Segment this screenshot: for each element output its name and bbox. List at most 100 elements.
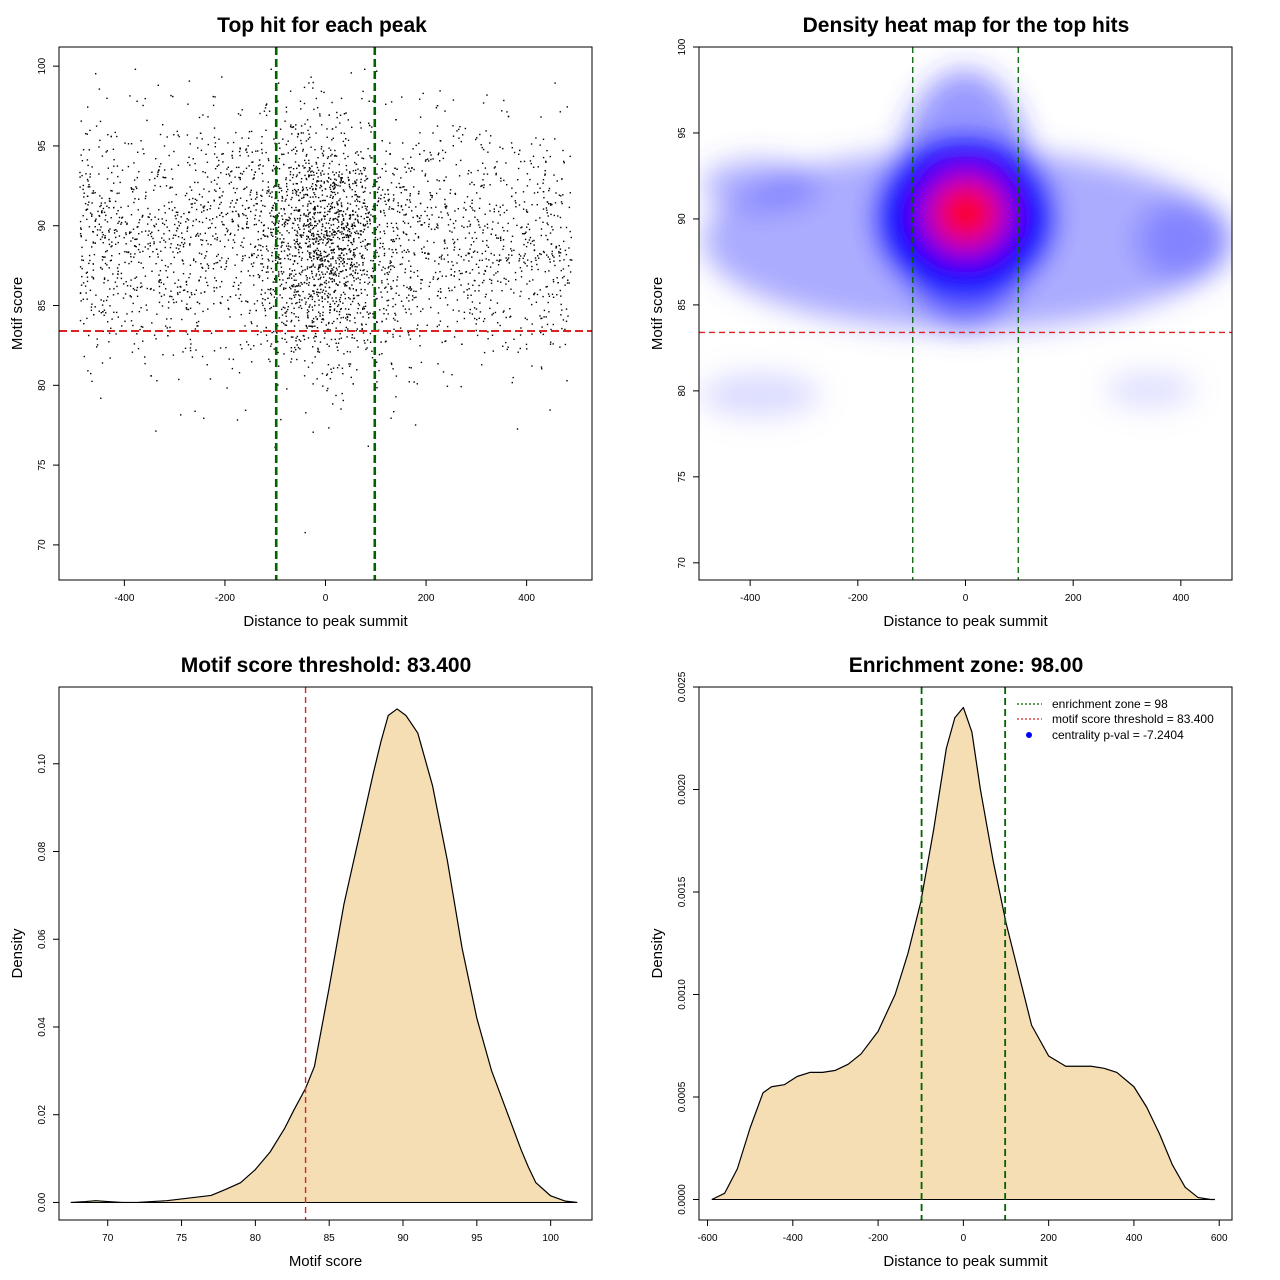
- scatter-point: [218, 164, 220, 166]
- scatter-point: [284, 338, 286, 341]
- scatter-point: [548, 270, 550, 272]
- scatter-point: [239, 172, 242, 175]
- scatter-point: [476, 137, 478, 139]
- scatter-point: [351, 334, 354, 336]
- scatter-point: [238, 214, 240, 216]
- scatter-point: [260, 293, 262, 296]
- scatter-point: [172, 298, 174, 301]
- scatter-point: [337, 219, 339, 221]
- scatter-point: [381, 353, 383, 355]
- scatter-point: [330, 190, 332, 193]
- scatter-point: [347, 328, 349, 330]
- legend-label-zone: enrichment zone = 98: [1052, 697, 1168, 711]
- scatter-point: [88, 226, 91, 228]
- scatter-point: [107, 279, 109, 282]
- scatter-point: [288, 277, 290, 279]
- scatter-point: [288, 249, 290, 251]
- scatter-point: [473, 307, 476, 309]
- scatter-point: [309, 222, 312, 224]
- scatter-point: [393, 240, 396, 243]
- scatter-point: [376, 297, 378, 300]
- scatter-point: [322, 263, 324, 266]
- scatter-point: [568, 206, 571, 209]
- scatter-point: [166, 327, 168, 329]
- scatter-point: [368, 122, 370, 124]
- scatter-point: [157, 173, 159, 176]
- scatter-point: [300, 132, 302, 134]
- scatter-point: [172, 237, 174, 239]
- scatter-point: [315, 188, 317, 191]
- scatter-point: [549, 203, 552, 205]
- scatter-point: [293, 307, 295, 309]
- scatter-point: [318, 254, 320, 256]
- scatter-point: [338, 299, 341, 301]
- scatter-point: [144, 97, 146, 100]
- scatter-point: [297, 346, 300, 349]
- scatter-point: [322, 273, 324, 275]
- scatter-point: [531, 268, 533, 271]
- scatter-point: [316, 378, 318, 380]
- scatter-point: [278, 157, 281, 160]
- scatter-point: [348, 183, 350, 186]
- scatter-point: [329, 209, 331, 211]
- scatter-point: [366, 270, 368, 273]
- scatter-point: [163, 239, 165, 241]
- scatter-point: [489, 184, 491, 186]
- scatter-point: [351, 126, 353, 128]
- scatter-point: [151, 270, 153, 272]
- scatter-point: [224, 245, 226, 248]
- scatter-point: [174, 223, 176, 226]
- scatter-point: [413, 381, 415, 383]
- scatter-point: [278, 256, 280, 259]
- scatter-point: [311, 238, 314, 240]
- scatter-point: [79, 292, 82, 295]
- scatter-point: [469, 308, 471, 311]
- scatter-point: [271, 209, 273, 212]
- scatter-point: [144, 197, 147, 200]
- scatter-point: [274, 278, 276, 280]
- scatter-point: [340, 270, 343, 273]
- scatter-point: [361, 157, 363, 159]
- scatter-point: [252, 161, 254, 163]
- scatter-point: [226, 168, 228, 170]
- scatter-point: [325, 244, 327, 246]
- scatter-point: [436, 295, 439, 297]
- scatter-point: [317, 350, 319, 353]
- scatter-point: [244, 325, 246, 327]
- scatter-point: [308, 310, 310, 313]
- scatter-point: [91, 192, 93, 194]
- scatter-point: [205, 217, 208, 219]
- scatter-point: [452, 309, 454, 311]
- scatter-point: [360, 215, 362, 218]
- scatter-point: [315, 316, 317, 318]
- scatter-point: [108, 332, 111, 334]
- scatter-point: [442, 149, 444, 152]
- scatter-point: [171, 186, 173, 189]
- scatter-point: [444, 206, 446, 208]
- scatter-point: [120, 272, 123, 275]
- scatter-point: [321, 170, 324, 172]
- scatter-point: [239, 344, 242, 346]
- scatter-point: [503, 230, 505, 232]
- scatter-point: [332, 229, 334, 231]
- scatter-point: [261, 302, 263, 304]
- scatter-point: [379, 210, 382, 212]
- scatter-point: [307, 366, 310, 368]
- scatter-point: [475, 308, 478, 310]
- scatter-point: [354, 272, 357, 274]
- scatter-point: [259, 215, 261, 217]
- scatter-point: [479, 197, 481, 200]
- scatter-point: [210, 332, 213, 334]
- scatter-point: [254, 214, 257, 217]
- scatter-point: [335, 262, 337, 264]
- scatter-point: [124, 261, 126, 264]
- scatter-point: [395, 238, 397, 240]
- heatmap-xtick-label: 200: [1065, 593, 1082, 604]
- scatter-point: [175, 211, 178, 213]
- scatter-point: [546, 209, 548, 211]
- scatter-point: [379, 309, 381, 311]
- scatter-point: [167, 307, 170, 309]
- scatter-point: [112, 294, 115, 296]
- scatter-point: [191, 293, 193, 296]
- scatter-point: [541, 368, 543, 370]
